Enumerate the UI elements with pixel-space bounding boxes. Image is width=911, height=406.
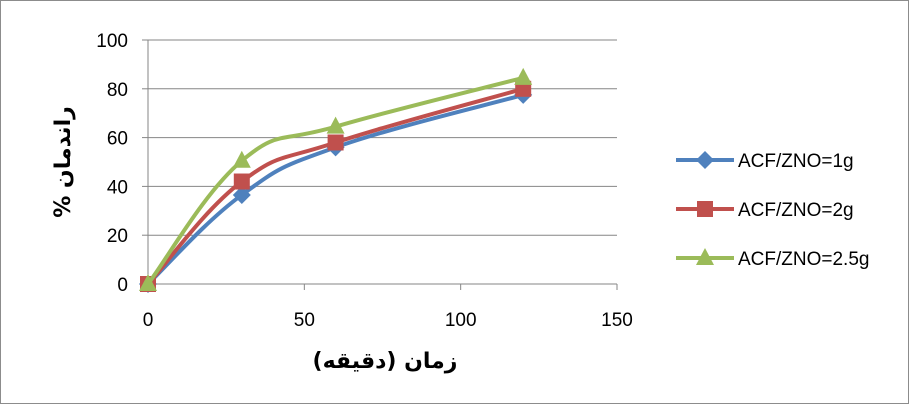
data-point [233, 173, 250, 190]
legend-label: ACF/ZNO=2g [738, 200, 854, 221]
data-point [327, 134, 344, 151]
data-point [232, 150, 251, 168]
legend-marker [696, 248, 714, 265]
x-tick-label: 50 [294, 310, 315, 331]
series-group [139, 67, 533, 293]
y-tick-labels: 0 20 40 60 80 100 [96, 31, 128, 296]
legend-label: ACF/ZNO=1g [738, 151, 854, 172]
y-tick-label: 80 [107, 80, 128, 101]
legend: ACF/ZNO=1g ACF/ZNO=2g ACF/ZNO=2.5g [676, 151, 869, 270]
y-axis-title: راندمان % [51, 106, 76, 218]
x-axis-title: زمان (دقیقه) [313, 349, 458, 374]
data-point [139, 274, 157, 291]
legend-item: ACF/ZNO=2g [676, 200, 854, 221]
data-point [326, 116, 345, 134]
legend-marker [697, 201, 713, 217]
y-tick-label: 0 [117, 275, 128, 296]
series-line [146, 92, 526, 286]
axes [147, 40, 618, 290]
legend-label: ACF/ZNO=2.5g [738, 249, 869, 270]
x-tick-label: 0 [143, 310, 154, 331]
series-line [146, 75, 526, 286]
x-tick-label: 150 [601, 310, 633, 331]
legend-marker [696, 151, 714, 169]
data-point [232, 185, 251, 204]
y-tick-label: 20 [107, 226, 128, 247]
y-tick-label: 40 [107, 177, 128, 198]
gridlines [142, 39, 617, 285]
legend-item: ACF/ZNO=2.5g [676, 248, 869, 270]
legend-item: ACF/ZNO=1g [676, 151, 854, 172]
series-3 [139, 67, 533, 291]
x-tick-labels: 0 50 100 150 [143, 310, 633, 331]
x-tick-label: 100 [445, 310, 477, 331]
y-tick-label: 100 [96, 31, 128, 52]
series-line [146, 86, 526, 286]
y-tick-label: 60 [107, 129, 128, 150]
data-point [514, 67, 533, 85]
